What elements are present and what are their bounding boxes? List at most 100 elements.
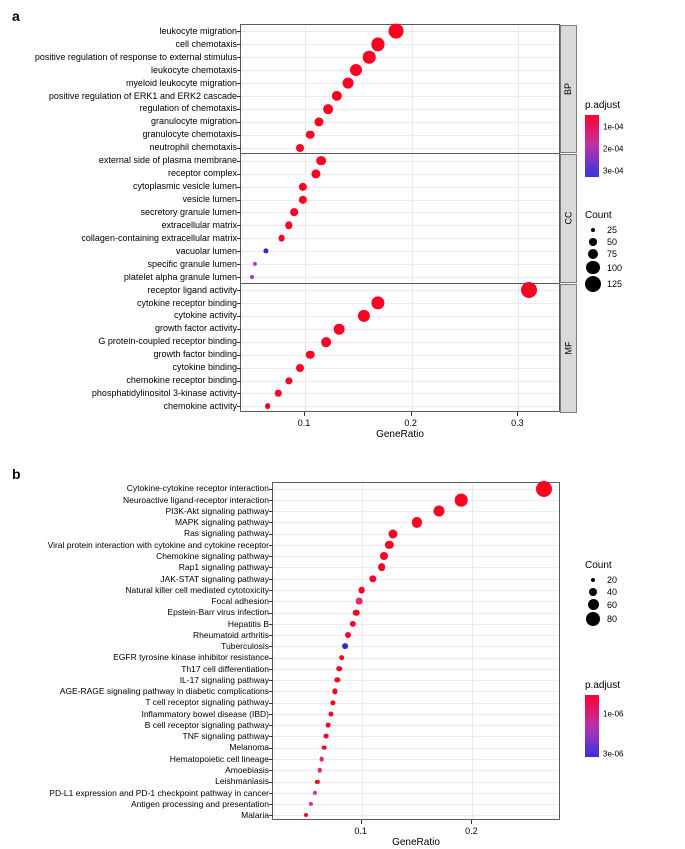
gridline-horizontal [273, 669, 559, 670]
data-point [385, 541, 393, 549]
y-axis-label: positive regulation of response to exter… [35, 53, 241, 62]
legend-size-item: 40 [585, 587, 617, 597]
y-axis-label: PI3K-Akt signaling pathway [166, 507, 273, 516]
y-axis-label: specific granule lumen [147, 260, 241, 269]
gridline-horizontal [241, 174, 559, 175]
gridline-horizontal [241, 303, 559, 304]
x-tick-label: 0.1 [354, 826, 367, 836]
data-point [317, 768, 322, 773]
y-axis-label: Leishmaniasis [215, 777, 273, 786]
y-axis-label: vesicle lumen [182, 195, 241, 204]
gridline-horizontal [241, 135, 559, 136]
y-axis-label: Ras signaling pathway [184, 529, 273, 538]
data-point [350, 621, 356, 627]
data-row: IL-17 signaling pathway [273, 675, 559, 686]
data-row: receptor complex [241, 167, 559, 180]
data-point [306, 131, 315, 140]
data-row: Viral protein interaction with cytokine … [273, 539, 559, 550]
data-row: AGE-RAGE signaling pathway in diabetic c… [273, 686, 559, 697]
legend-size-title: Count [585, 560, 617, 571]
facet-strip-label: BP [563, 83, 573, 95]
data-point [371, 296, 384, 309]
data-point [332, 689, 337, 694]
data-point [353, 609, 360, 616]
data-point [319, 757, 324, 762]
y-axis-label: receptor ligand activity [147, 286, 241, 295]
legend-size-item: 75 [585, 249, 622, 259]
gridline-horizontal [241, 187, 559, 188]
data-point [388, 529, 397, 538]
x-tick-label: 0.2 [404, 418, 417, 428]
facet-strip-label: MF [564, 342, 574, 355]
legend-size-label: 60 [607, 600, 617, 610]
y-axis-label: IL-17 signaling pathway [180, 676, 273, 685]
gridline-horizontal [273, 680, 559, 681]
y-axis-label: secretory granule lumen [140, 208, 241, 217]
gridline-horizontal [273, 691, 559, 692]
gridline-horizontal [273, 804, 559, 805]
legend-color-title: p.adjust [585, 680, 620, 691]
panel-label-b: b [12, 466, 21, 482]
y-axis-label: Hepatitis B [228, 620, 273, 629]
data-point [350, 64, 362, 76]
data-row: Natural killer cell mediated cytotoxicit… [273, 584, 559, 595]
data-point [345, 632, 351, 638]
gridline-horizontal [241, 368, 559, 369]
y-axis-label: AGE-RAGE signaling pathway in diabetic c… [60, 687, 273, 696]
gridline-horizontal [241, 355, 559, 356]
y-axis-label: growth factor binding [153, 350, 241, 359]
y-axis-label: external side of plasma membrane [99, 156, 241, 165]
x-tick [361, 820, 362, 824]
y-axis-label: Amoebiasis [225, 766, 273, 775]
data-row: positive regulation of response to exter… [241, 51, 559, 64]
legend-size-item: 100 [585, 261, 622, 274]
y-axis-label: phosphatidylinositol 3-kinase activity [92, 389, 241, 398]
data-row: JAK-STAT signaling pathway [273, 573, 559, 584]
gridline-horizontal [241, 342, 559, 343]
data-point [314, 117, 323, 126]
y-axis-label: myeloid leukocyte migration [126, 79, 241, 88]
gridline-horizontal [273, 545, 559, 546]
gridline-horizontal [273, 759, 559, 760]
data-row: platelet alpha granule lumen [241, 271, 559, 284]
data-point [278, 235, 285, 242]
gridline-horizontal [241, 238, 559, 239]
legend-size-label: 25 [607, 225, 617, 235]
legend-size-swatch [588, 599, 599, 610]
facet-bp: BPleukocyte migrationcell chemotaxisposi… [241, 25, 559, 154]
figure: aBPleukocyte migrationcell chemotaxispos… [0, 0, 685, 849]
data-point [378, 564, 386, 572]
y-axis-label: T cell receptor signaling pathway [145, 698, 273, 707]
y-axis-label: B cell receptor signaling pathway [145, 721, 273, 730]
data-row: vesicle lumen [241, 193, 559, 206]
data-point [335, 677, 340, 682]
gridline-horizontal [241, 277, 559, 278]
gridline-horizontal [241, 122, 559, 123]
y-axis-label: Epstein-Barr virus infection [167, 608, 273, 617]
data-row: Th17 cell differentiation [273, 663, 559, 674]
data-row: cytoplasmic vesicle lumen [241, 180, 559, 193]
data-row: T cell receptor signaling pathway [273, 697, 559, 708]
data-point [455, 494, 468, 507]
gridline-horizontal [241, 200, 559, 201]
y-axis-label: Hematopoietic cell lineage [170, 755, 273, 764]
y-axis-label: Focal adhesion [211, 597, 273, 606]
data-row: growth factor binding [241, 348, 559, 361]
legend-size-item: 50 [585, 237, 622, 247]
y-axis-label: platelet alpha granule lumen [124, 273, 241, 282]
gridline-horizontal [273, 770, 559, 771]
data-point [332, 91, 342, 101]
gridline-horizontal [273, 500, 559, 501]
data-row: Melanoma [273, 742, 559, 753]
legend-size-label: 75 [607, 249, 617, 259]
y-axis-label: Tuberculosis [221, 642, 273, 651]
data-point [296, 364, 304, 372]
legend-size-item: 60 [585, 599, 617, 610]
legend-size-swatch [591, 228, 596, 233]
y-axis-label: Antigen processing and presentation [131, 800, 273, 809]
facet-strip: CC [560, 154, 577, 282]
gridline-horizontal [241, 161, 559, 162]
data-point [315, 779, 319, 783]
data-point [275, 390, 282, 397]
data-row: secretory granule lumen [241, 206, 559, 219]
